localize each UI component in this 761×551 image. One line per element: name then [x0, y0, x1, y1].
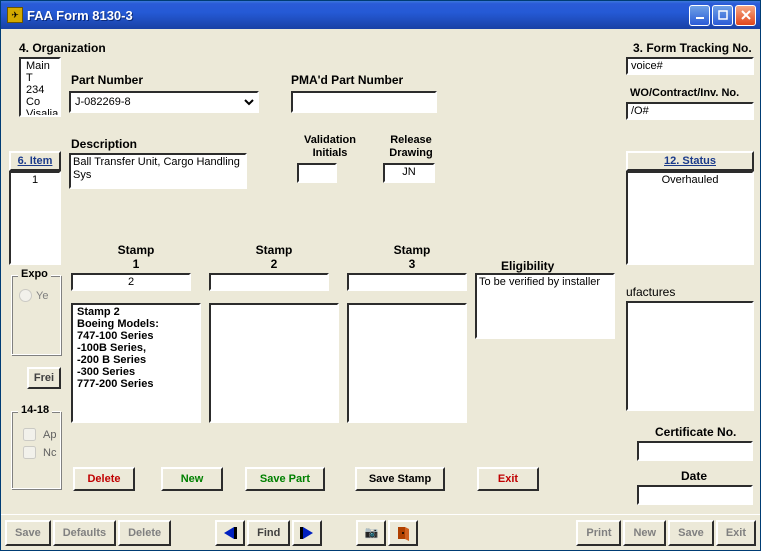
- checkbox-input[interactable]: [23, 446, 36, 459]
- checkbox-input[interactable]: [23, 428, 36, 441]
- footer-print-button[interactable]: Print: [576, 520, 621, 546]
- description-value: Ball Transfer Unit, Cargo Handling Sys: [73, 156, 240, 181]
- pma-label: PMA'd Part Number: [291, 73, 403, 87]
- stamp-line: 747-100 Series: [75, 330, 197, 342]
- export-group: Expo: [11, 275, 61, 355]
- footer-save-button[interactable]: Save: [5, 520, 51, 546]
- stamp2-textarea[interactable]: [209, 303, 339, 423]
- window-buttons: [689, 5, 756, 26]
- arrow-right-icon: [299, 526, 315, 540]
- export-yes-radio[interactable]: Ye: [19, 289, 48, 302]
- maximize-button[interactable]: [712, 5, 733, 26]
- stamp-line: -300 Series: [75, 366, 197, 378]
- camera-button[interactable]: 📷: [356, 520, 386, 546]
- tracking-field[interactable]: voice#: [626, 57, 754, 75]
- prev-record-button[interactable]: [215, 520, 245, 546]
- cert-label: Certificate No.: [655, 425, 736, 439]
- stamp3-value-field[interactable]: [347, 273, 467, 291]
- radio-label: Ye: [36, 290, 48, 302]
- save-stamp-button[interactable]: Save Stamp: [355, 467, 445, 491]
- stamp-line: -100B Series,: [75, 342, 197, 354]
- release-drawing-label: Release Drawing: [383, 133, 439, 159]
- content-area: 4. Organization Main T 234 Co Visalia U.…: [1, 29, 760, 550]
- item-button[interactable]: 6. Item: [9, 151, 61, 171]
- stamp1-value-field[interactable]: 2: [71, 273, 191, 291]
- next-record-button[interactable]: [292, 520, 322, 546]
- stamp3-textarea[interactable]: [347, 303, 467, 423]
- wo-value: /O#: [631, 105, 649, 117]
- part-number-combo[interactable]: J-082269-8: [69, 91, 259, 113]
- manufactures-label: ufactures: [626, 285, 675, 299]
- footer-save2-button[interactable]: Save: [668, 520, 714, 546]
- date-field[interactable]: [637, 485, 753, 505]
- stamp-line: Boeing Models:: [75, 318, 197, 330]
- org-line: 234 Co: [24, 84, 56, 108]
- wo-label: WO/Contract/Inv. No.: [630, 87, 739, 99]
- validation-initials-field[interactable]: [297, 163, 337, 183]
- door-icon: [395, 525, 411, 541]
- footer-exit-button[interactable]: Exit: [716, 520, 756, 546]
- pma-field[interactable]: [291, 91, 437, 113]
- item-list[interactable]: 1: [9, 171, 61, 265]
- cert-field[interactable]: [637, 441, 753, 461]
- date-label: Date: [681, 469, 707, 483]
- tracking-label: 3. Form Tracking No.: [633, 41, 752, 55]
- app-icon: ✈: [7, 7, 23, 23]
- footer-defaults-button[interactable]: Defaults: [53, 520, 116, 546]
- org-line: Visalia: [24, 108, 56, 117]
- radio-input[interactable]: [19, 289, 32, 302]
- panel-title: 14-18: [18, 404, 52, 416]
- footer-find-button[interactable]: Find: [247, 520, 290, 546]
- eligibility-label: Eligibility: [501, 259, 554, 273]
- chk-label: Nc: [43, 447, 56, 459]
- validation-initials-label: Validation Initials: [297, 133, 363, 159]
- reldraw-value: JN: [402, 166, 415, 178]
- item-row: 1: [14, 174, 56, 186]
- eligibility-field[interactable]: To be verified by installer: [475, 273, 615, 339]
- status-list[interactable]: Overhauled: [626, 171, 754, 265]
- status-row: Overhauled: [631, 174, 749, 186]
- part-dialog: Part Number J-082269-8 PMA'd Part Number…: [63, 59, 623, 529]
- tracking-value: voice#: [631, 60, 663, 72]
- stamp1-textarea[interactable]: Stamp 2 Boeing Models: 747-100 Series -1…: [71, 303, 201, 423]
- manufactures-list[interactable]: [626, 301, 754, 411]
- stamp-line: 777-200 Series: [75, 378, 197, 390]
- stamp2-value-field[interactable]: [209, 273, 329, 291]
- stamp-line: -200 B Series: [75, 354, 197, 366]
- stamp3-header: Stamp 3: [357, 243, 467, 271]
- chk-label: Ap: [43, 429, 56, 441]
- stamp1-header: Stamp 1: [81, 243, 191, 271]
- org-textbox[interactable]: Main T 234 Co Visalia U.S.A.: [19, 57, 61, 117]
- app-window: ✈ FAA Form 8130-3 4. Organization Main T…: [0, 0, 761, 551]
- export-title: Expo: [18, 268, 51, 280]
- new-button[interactable]: New: [161, 467, 223, 491]
- stamp2-header: Stamp 2: [219, 243, 329, 271]
- camera-icon: 📷: [365, 526, 379, 539]
- window-title: FAA Form 8130-3: [27, 8, 689, 23]
- description-label: Description: [71, 137, 137, 151]
- close-button[interactable]: [735, 5, 756, 26]
- titlebar: ✈ FAA Form 8130-3: [1, 1, 760, 29]
- part-number-label: Part Number: [71, 73, 143, 87]
- description-field[interactable]: Ball Transfer Unit, Cargo Handling Sys: [69, 153, 247, 189]
- wo-field[interactable]: /O#: [626, 102, 754, 120]
- minimize-button[interactable]: [689, 5, 710, 26]
- release-drawing-field[interactable]: JN: [383, 163, 435, 183]
- stamp-line: Stamp 2: [75, 306, 197, 318]
- chk-approved[interactable]: Ap: [19, 425, 56, 444]
- save-part-button[interactable]: Save Part: [245, 467, 325, 491]
- footer-delete-button[interactable]: Delete: [118, 520, 171, 546]
- org-line: Main T: [24, 60, 56, 84]
- exit-button[interactable]: Exit: [477, 467, 539, 491]
- org-label: 4. Organization: [19, 41, 106, 55]
- footer-toolbar: Save Defaults Delete Find 📷 Print New Sa…: [1, 514, 760, 550]
- freight-button[interactable]: Frei: [27, 367, 61, 389]
- door-exit-button[interactable]: [388, 520, 418, 546]
- chk-nc[interactable]: Nc: [19, 443, 56, 462]
- footer-new-button[interactable]: New: [623, 520, 666, 546]
- delete-button[interactable]: Delete: [73, 467, 135, 491]
- arrow-left-icon: [222, 526, 238, 540]
- status-button[interactable]: 12. Status: [626, 151, 754, 171]
